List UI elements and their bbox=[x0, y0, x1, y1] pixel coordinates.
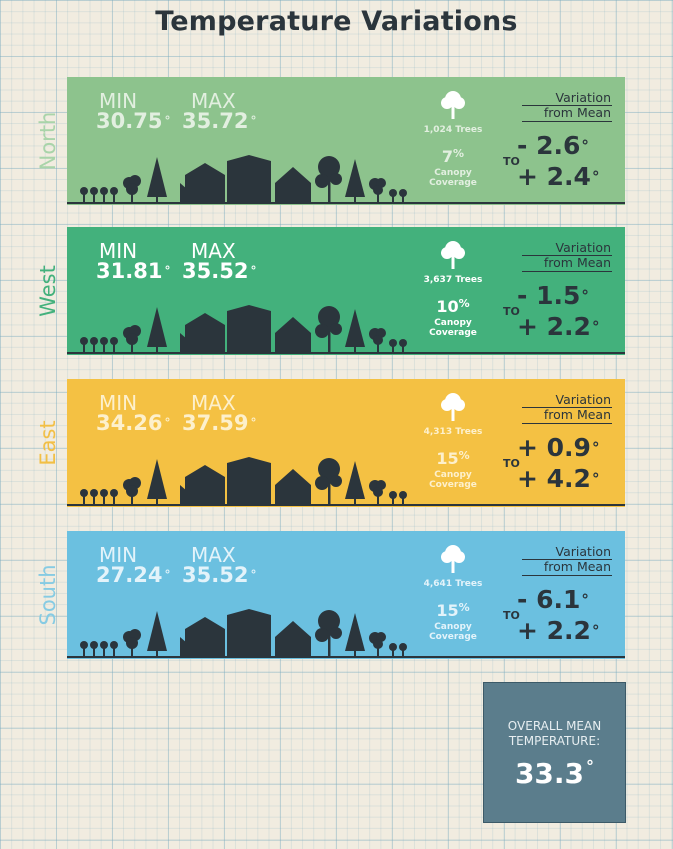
variation-to-label: TO bbox=[503, 457, 520, 470]
ground-line bbox=[67, 202, 625, 204]
max-label: MAX bbox=[191, 239, 236, 263]
canopy-percentage: 7% bbox=[441, 147, 465, 166]
variation-heading: Variation from Mean bbox=[543, 90, 611, 120]
min-label: MIN bbox=[99, 543, 138, 567]
variation-high: + 2.2° bbox=[517, 312, 600, 341]
city-skyline-illustration bbox=[80, 305, 407, 353]
variation-high: + 2.2° bbox=[517, 616, 600, 645]
region-panel-west: MIN 31.81 ° MAX 35.52 ° 3,637 Trees 10% Ca… bbox=[67, 227, 625, 355]
tree-count: 3,637 Trees bbox=[423, 275, 483, 285]
overall-mean-label-line2: TEMPERATURE: bbox=[508, 734, 601, 748]
variation-high: + 4.2° bbox=[517, 464, 600, 493]
variation-high: + 2.4° bbox=[517, 162, 600, 191]
canopy-coverage-label: Canopy Coverage bbox=[429, 318, 477, 338]
max-label: MAX bbox=[191, 391, 236, 415]
max-value: 35.52 ° bbox=[182, 259, 257, 283]
max-label: MAX bbox=[191, 89, 236, 113]
city-skyline-illustration bbox=[80, 457, 407, 505]
max-value: 35.72 ° bbox=[182, 109, 257, 133]
tree-icon bbox=[441, 545, 465, 573]
region-name-west: West bbox=[36, 265, 60, 317]
variation-low: + 0.9° bbox=[517, 433, 600, 462]
variation-rule-2 bbox=[522, 575, 612, 576]
min-value: 27.24 ° bbox=[96, 563, 171, 587]
city-skyline-illustration bbox=[80, 155, 407, 203]
min-label: MIN bbox=[99, 239, 138, 263]
region-panel-east: MIN 34.26 ° MAX 37.59 ° 4,313 Trees 15% Ca… bbox=[67, 379, 625, 507]
canopy-percentage: 15% bbox=[436, 601, 470, 620]
variation-heading: Variation from Mean bbox=[543, 544, 611, 574]
min-value: 30.75 ° bbox=[96, 109, 171, 133]
variation-rule-1 bbox=[522, 407, 612, 408]
overall-mean-label: OVERALL MEAN TEMPERATURE: bbox=[484, 719, 625, 749]
tree-icon bbox=[441, 91, 465, 119]
max-value: 35.52 ° bbox=[182, 563, 257, 587]
tree-count: 4,313 Trees bbox=[423, 427, 483, 437]
region-name-east: East bbox=[36, 420, 60, 466]
overall-mean-label-line1: OVERALL MEAN bbox=[507, 719, 602, 733]
canopy-coverage-label: Canopy Coverage bbox=[429, 622, 477, 642]
variation-rule-2 bbox=[522, 121, 612, 122]
canopy-percentage: 10% bbox=[436, 297, 470, 316]
region-name-south: South bbox=[36, 564, 60, 626]
variation-rule-1 bbox=[522, 105, 612, 106]
variation-low: - 1.5° bbox=[517, 281, 589, 310]
min-value: 34.26 ° bbox=[96, 411, 171, 435]
variation-to-label: TO bbox=[503, 155, 520, 168]
variation-rule-1 bbox=[522, 255, 612, 256]
page-title: Temperature Variations bbox=[155, 6, 518, 37]
max-label: MAX bbox=[191, 543, 236, 567]
region-panel-north: MIN 30.75 ° MAX 35.72 ° 1,024 Trees 7% Can… bbox=[67, 77, 625, 205]
canopy-coverage-label: Canopy Coverage bbox=[429, 168, 477, 188]
tree-icon bbox=[441, 241, 465, 269]
variation-rule-2 bbox=[522, 423, 612, 424]
variation-low: - 2.6° bbox=[517, 131, 589, 160]
variation-low: - 6.1° bbox=[517, 585, 589, 614]
overall-mean-value: 33.3 ° bbox=[514, 757, 595, 790]
region-name-north: North bbox=[36, 111, 60, 171]
variation-to-label: TO bbox=[503, 609, 520, 622]
variation-to-label: TO bbox=[503, 305, 520, 318]
max-value: 37.59 ° bbox=[182, 411, 257, 435]
canopy-coverage-label: Canopy Coverage bbox=[429, 470, 477, 490]
region-panel-south: MIN 27.24 ° MAX 35.52 ° 4,641 Trees 15% Ca… bbox=[67, 531, 625, 659]
canopy-percentage: 15% bbox=[436, 449, 470, 468]
ground-line bbox=[67, 352, 625, 354]
variation-heading: Variation from Mean bbox=[543, 240, 611, 270]
ground-line bbox=[67, 656, 625, 658]
min-value: 31.81 ° bbox=[96, 259, 171, 283]
city-skyline-illustration bbox=[80, 609, 407, 657]
ground-line bbox=[67, 504, 625, 506]
tree-count: 1,024 Trees bbox=[423, 125, 483, 135]
variation-rule-1 bbox=[522, 559, 612, 560]
tree-count: 4,641 Trees bbox=[423, 579, 483, 589]
overall-mean-box: OVERALL MEAN TEMPERATURE: 33.3 ° bbox=[483, 682, 626, 823]
variation-heading: Variation from Mean bbox=[543, 392, 611, 422]
tree-icon bbox=[441, 393, 465, 421]
variation-rule-2 bbox=[522, 271, 612, 272]
min-label: MIN bbox=[99, 89, 138, 113]
min-label: MIN bbox=[99, 391, 138, 415]
